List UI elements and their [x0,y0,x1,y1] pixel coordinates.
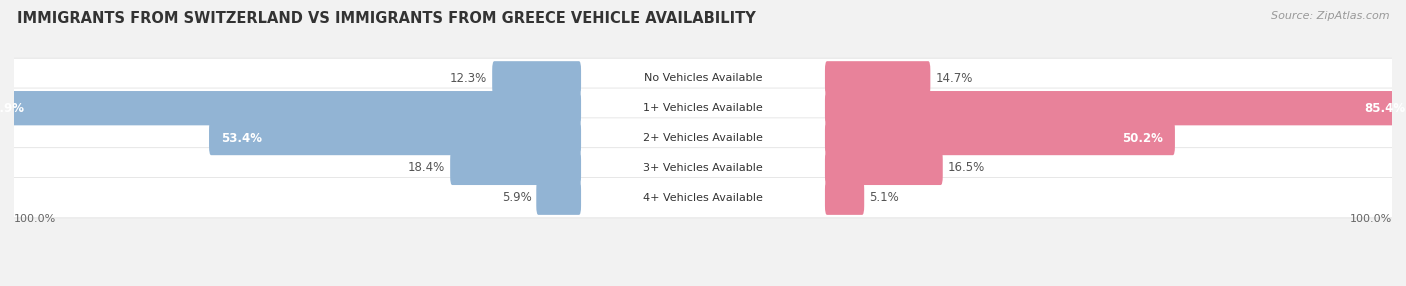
FancyBboxPatch shape [825,61,931,96]
Text: No Vehicles Available: No Vehicles Available [644,73,762,83]
FancyBboxPatch shape [825,180,865,215]
FancyBboxPatch shape [13,118,1393,158]
Text: 14.7%: 14.7% [935,72,973,85]
FancyBboxPatch shape [13,88,1393,128]
Text: 3+ Vehicles Available: 3+ Vehicles Available [643,163,763,173]
Text: 5.1%: 5.1% [869,191,898,204]
FancyBboxPatch shape [825,121,1175,155]
Text: 85.4%: 85.4% [1364,102,1405,115]
FancyBboxPatch shape [825,91,1406,125]
Text: 4+ Vehicles Available: 4+ Vehicles Available [643,193,763,203]
FancyBboxPatch shape [492,61,581,96]
Text: 2+ Vehicles Available: 2+ Vehicles Available [643,133,763,143]
Text: 1+ Vehicles Available: 1+ Vehicles Available [643,103,763,113]
Text: 100.0%: 100.0% [14,214,56,224]
FancyBboxPatch shape [0,91,581,125]
Text: Source: ZipAtlas.com: Source: ZipAtlas.com [1271,11,1389,21]
FancyBboxPatch shape [13,148,1393,188]
Text: 12.3%: 12.3% [450,72,488,85]
FancyBboxPatch shape [450,151,581,185]
Text: 5.9%: 5.9% [502,191,531,204]
Text: 53.4%: 53.4% [221,132,263,144]
Text: IMMIGRANTS FROM SWITZERLAND VS IMMIGRANTS FROM GREECE VEHICLE AVAILABILITY: IMMIGRANTS FROM SWITZERLAND VS IMMIGRANT… [17,11,755,26]
FancyBboxPatch shape [209,121,581,155]
FancyBboxPatch shape [13,58,1393,98]
Text: 87.9%: 87.9% [0,102,25,115]
Text: 18.4%: 18.4% [408,161,446,174]
Text: 100.0%: 100.0% [1350,214,1392,224]
FancyBboxPatch shape [13,178,1393,218]
FancyBboxPatch shape [536,180,581,215]
FancyBboxPatch shape [825,151,943,185]
Text: 16.5%: 16.5% [948,161,984,174]
Text: 50.2%: 50.2% [1122,132,1163,144]
